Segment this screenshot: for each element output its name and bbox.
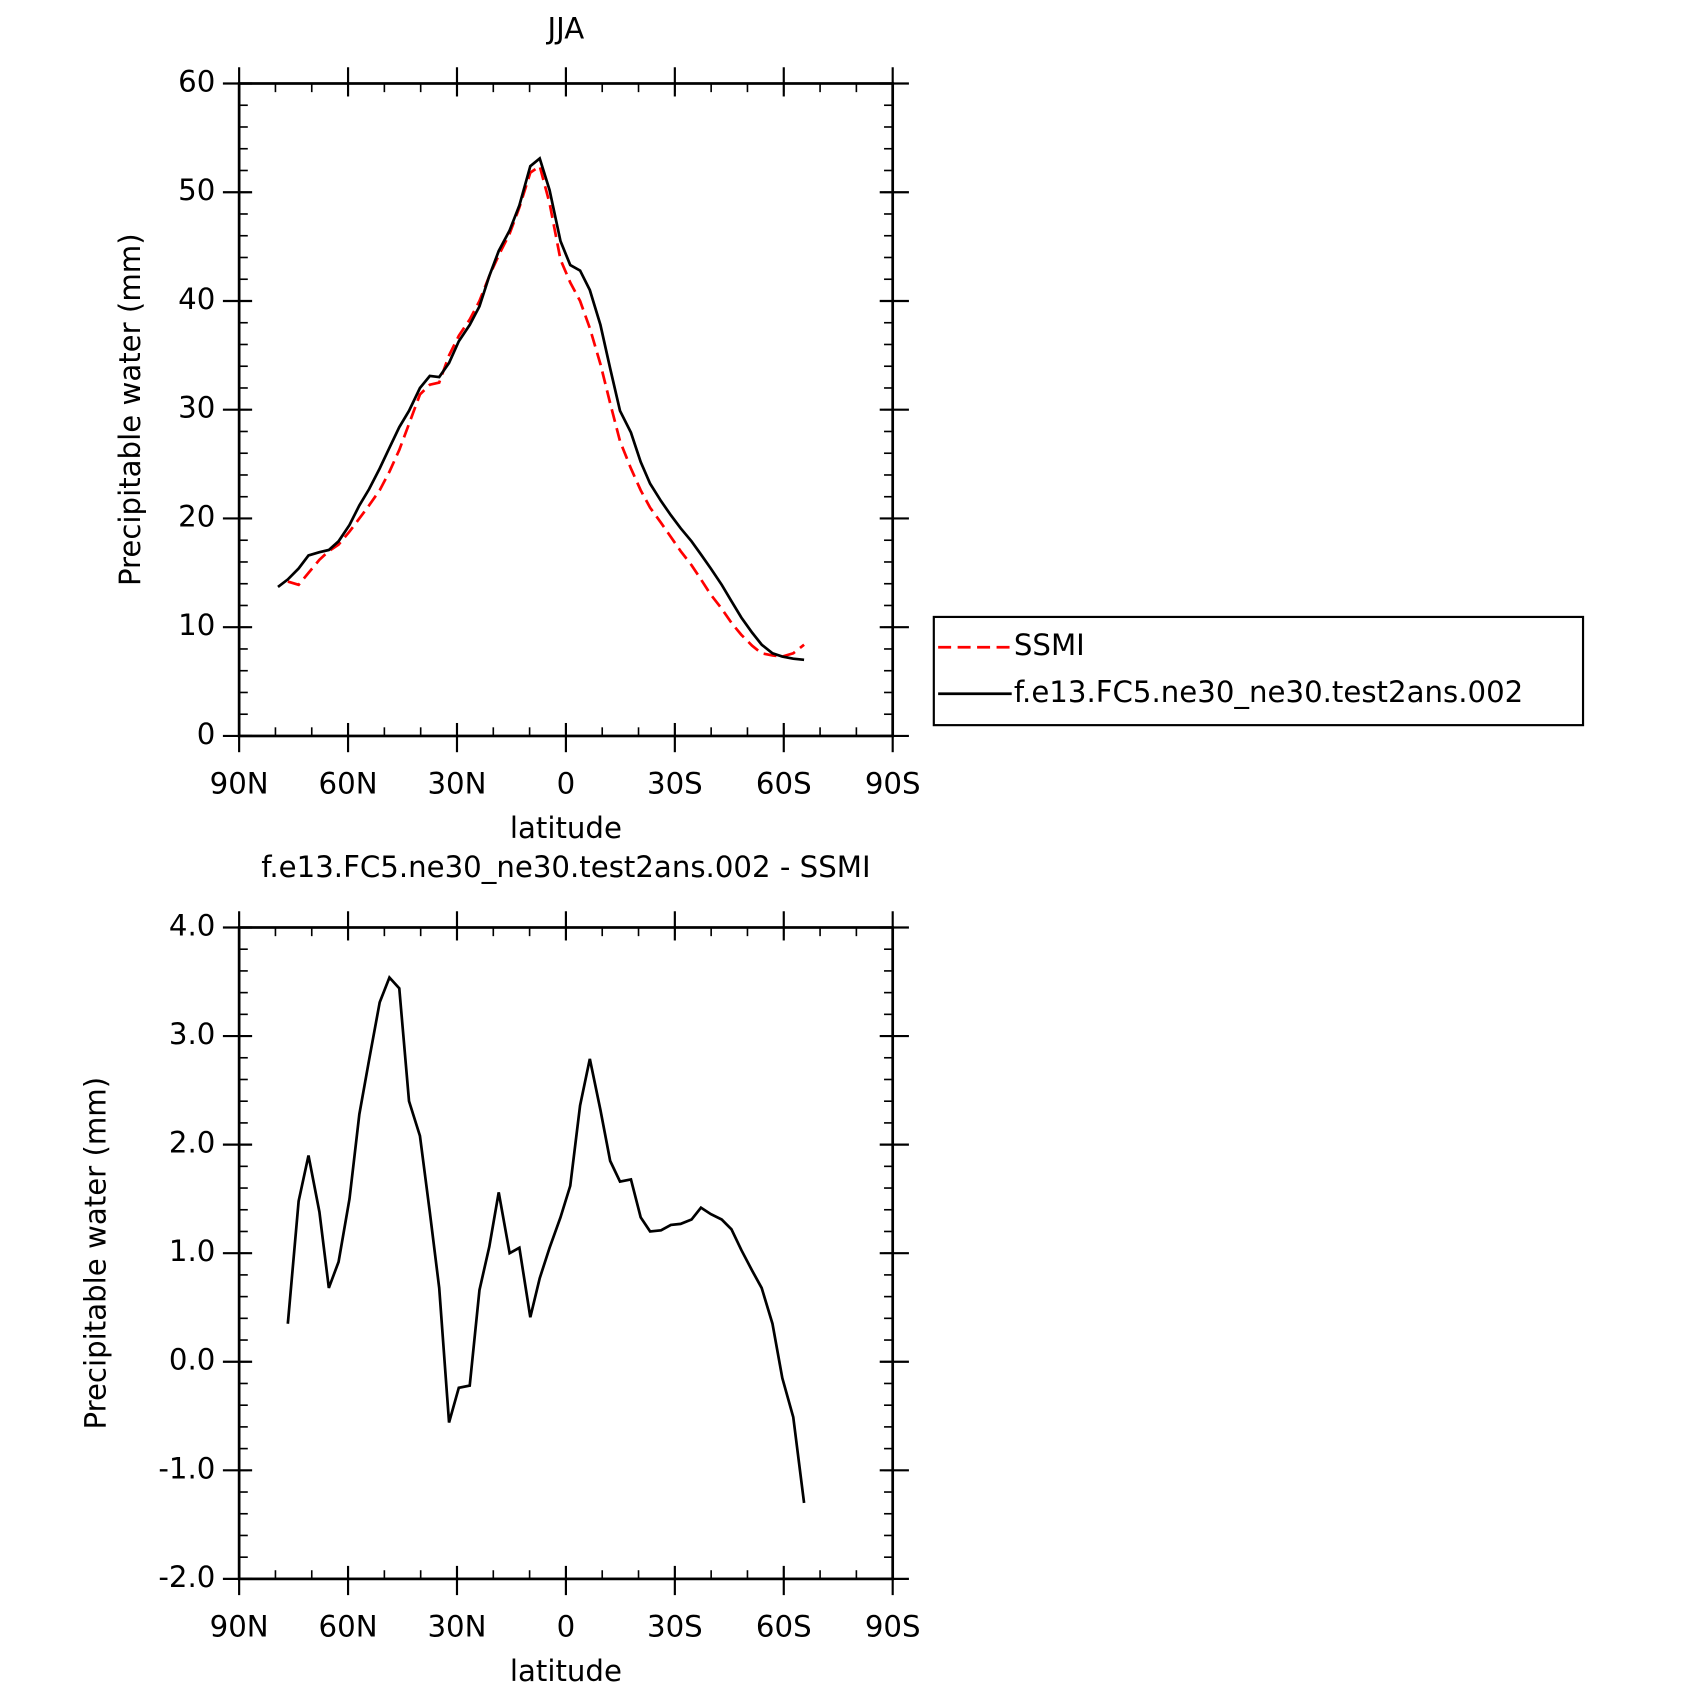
x-tick-label: 60S <box>756 767 812 801</box>
y-tick-label: -1.0 <box>158 1451 215 1485</box>
chart-title: f.e13.FC5.ne30_ne30.test2ans.002 - SSMI <box>261 850 870 884</box>
y-tick-label: 50 <box>178 173 215 207</box>
y-tick-label: 0.0 <box>169 1343 215 1377</box>
x-tick-label: 0 <box>557 1610 576 1644</box>
y-tick-label: 30 <box>178 391 215 425</box>
legend-label: f.e13.FC5.ne30_ne30.test2ans.002 <box>1014 675 1523 709</box>
x-tick-label: 90N <box>210 767 269 801</box>
legend-label: SSMI <box>1014 628 1085 662</box>
data-line <box>286 974 806 1504</box>
y-tick-label: 10 <box>178 608 215 642</box>
x-axis-label: latitude <box>510 811 622 845</box>
y-tick-label: 1.0 <box>169 1234 215 1268</box>
data-line <box>277 156 805 662</box>
chart-title: JJA <box>546 11 585 45</box>
x-tick-label: 30N <box>427 1610 486 1644</box>
x-axis-label: latitude <box>510 1654 622 1688</box>
y-tick-label: 20 <box>178 499 215 533</box>
data-line <box>287 163 805 658</box>
y-tick-label: -2.0 <box>158 1560 215 1594</box>
y-tick-label: 40 <box>178 282 215 316</box>
y-tick-label: 60 <box>178 64 215 98</box>
x-tick-label: 0 <box>557 767 576 801</box>
x-tick-label: 30S <box>647 1610 703 1644</box>
x-tick-label: 60S <box>756 1610 812 1644</box>
y-tick-label: 4.0 <box>169 908 215 942</box>
plot-frame <box>237 926 895 1581</box>
x-tick-label: 60N <box>319 1610 378 1644</box>
x-tick-label: 90N <box>210 1610 269 1644</box>
y-tick-label: 0 <box>197 717 216 751</box>
x-tick-label: 90S <box>865 1610 921 1644</box>
y-tick-label: 2.0 <box>169 1126 215 1160</box>
x-tick-label: 60N <box>319 767 378 801</box>
x-tick-label: 30N <box>427 767 486 801</box>
x-tick-label: 90S <box>865 767 921 801</box>
y-axis-label: Precipitable water (mm) <box>78 1077 112 1430</box>
x-tick-label: 30S <box>647 767 703 801</box>
plot-frame <box>237 82 895 738</box>
legend-box <box>932 615 1585 727</box>
y-axis-label: Precipitable water (mm) <box>113 233 147 586</box>
y-tick-label: 3.0 <box>169 1017 215 1051</box>
